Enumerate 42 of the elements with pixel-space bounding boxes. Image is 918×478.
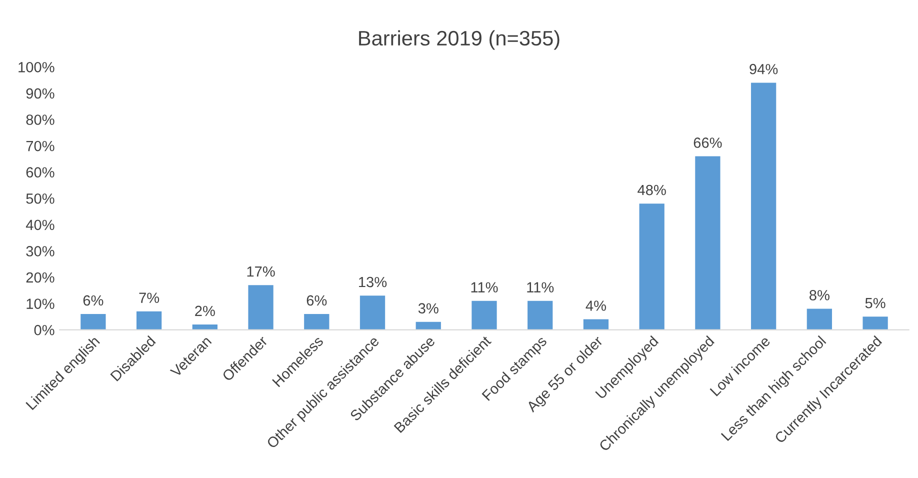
y-tick-label: 100% <box>18 62 54 72</box>
bar <box>360 296 386 330</box>
bar <box>583 319 609 330</box>
y-tick-label: 20% <box>26 272 54 283</box>
data-label: 2% <box>195 306 215 316</box>
chart-title: Barriers 2019 (n=355) <box>359 30 560 50</box>
bar <box>416 322 441 330</box>
y-tick-label: 10% <box>26 298 54 309</box>
y-tick-label: 30% <box>26 246 54 256</box>
data-label: 48% <box>638 184 666 196</box>
bar <box>192 324 218 330</box>
data-label: 66% <box>694 138 722 148</box>
bar <box>862 316 888 330</box>
data-label: 5% <box>865 298 886 308</box>
data-label: 11% <box>471 282 498 292</box>
bar <box>528 300 553 330</box>
data-label: 17% <box>247 266 275 277</box>
bar <box>806 308 832 330</box>
bar <box>639 204 664 330</box>
bar <box>248 285 274 330</box>
data-label: 4% <box>586 300 606 311</box>
bar <box>751 82 776 330</box>
y-tick-label: 70% <box>26 140 54 152</box>
data-label: 3% <box>418 303 438 314</box>
bar <box>472 300 497 330</box>
data-label: 94% <box>750 64 778 74</box>
bar <box>80 314 106 330</box>
data-label: 13% <box>359 276 387 288</box>
y-tick-label: 0% <box>34 324 54 336</box>
data-label: 8% <box>810 290 830 300</box>
data-label: 6% <box>83 295 104 306</box>
data-label: 7% <box>139 292 160 303</box>
bar <box>695 156 720 330</box>
y-tick-label: 50% <box>26 193 54 204</box>
y-tick-label: 60% <box>26 167 54 178</box>
y-tick-label: 80% <box>26 114 54 125</box>
data-label: 6% <box>306 295 327 306</box>
y-tick-label: 90% <box>26 88 54 99</box>
bar <box>136 311 162 330</box>
y-tick-label: 40% <box>26 220 54 230</box>
data-label: 11% <box>527 282 554 292</box>
bar <box>304 314 330 330</box>
